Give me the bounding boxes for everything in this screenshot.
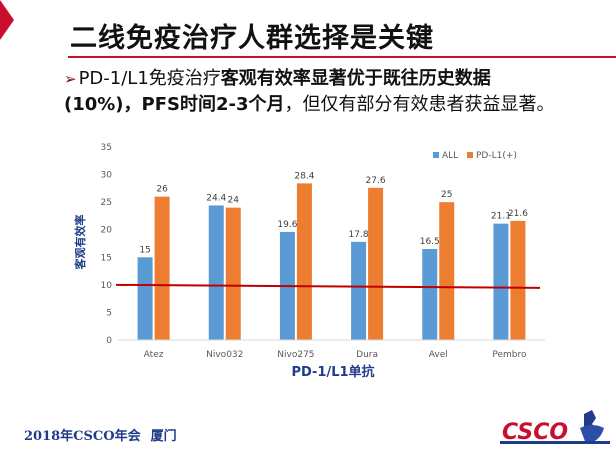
x-category-label: Nivo275 bbox=[277, 350, 314, 360]
data-label-pdl1: 28.4 bbox=[294, 171, 314, 181]
data-label-pdl1: 25 bbox=[441, 190, 452, 200]
reference-line-10pct bbox=[115, 283, 541, 289]
y-tick-label: 25 bbox=[101, 198, 112, 208]
title-underline bbox=[68, 56, 616, 58]
bar-all bbox=[422, 249, 438, 340]
data-label-pdl1: 24 bbox=[228, 196, 240, 206]
legend-label-all: ALL bbox=[442, 151, 458, 161]
data-label-pdl1: 21.6 bbox=[508, 209, 528, 219]
x-axis: Atez Nivo032 Nivo275 Dura Avel Pembro bbox=[144, 350, 527, 360]
y-tick-label: 30 bbox=[101, 171, 113, 181]
y-tick-label: 10 bbox=[101, 281, 113, 291]
bar-all bbox=[208, 205, 224, 340]
x-category-label: Avel bbox=[429, 350, 448, 360]
x-category-label: Pembro bbox=[492, 350, 527, 360]
bullet-point: ➢ PD-1/L1免疫治疗客观有效率显著优于既往历史数据(10%)，PFS时间2-… bbox=[64, 66, 564, 117]
bullet-text-tail: ，但仅有部分有效患者获益显著。 bbox=[284, 94, 555, 115]
bar-pdl1 bbox=[510, 220, 526, 340]
data-label-all: 17.8 bbox=[349, 230, 369, 240]
slide-title: 二线免疫治疗人群选择是关键 bbox=[70, 23, 434, 54]
bar-pdl1 bbox=[154, 196, 170, 340]
corner-chevron-decoration bbox=[0, 0, 14, 40]
y-tick-label: 0 bbox=[106, 336, 112, 346]
bar-pdl1 bbox=[225, 207, 241, 340]
legend-swatch-all bbox=[433, 152, 439, 158]
footer-city: 厦门 bbox=[150, 429, 177, 444]
bars: 15 26 24.4 24 19.6 28.4 17.8 27.6 16.5 25 21.121.6 bbox=[137, 171, 528, 340]
bar-all bbox=[351, 241, 367, 340]
bar-all bbox=[493, 223, 509, 340]
x-category-label: Nivo032 bbox=[206, 350, 243, 360]
y-tick-label: 15 bbox=[101, 253, 112, 263]
data-label-all: 24.4 bbox=[206, 193, 226, 203]
x-category-label: Dura bbox=[356, 350, 378, 360]
data-label-all: 16.5 bbox=[420, 237, 440, 247]
bar-pdl1 bbox=[296, 183, 312, 340]
csco-logo-text: CSCO bbox=[502, 420, 568, 445]
legend-label-pdl1: PD-L1(+) bbox=[476, 151, 517, 161]
y-tick-label: 35 bbox=[101, 143, 112, 153]
x-axis-title: PD-1/L1单抗 bbox=[291, 364, 374, 380]
bullet-text-normal: PD-1/L1免疫治疗 bbox=[78, 68, 221, 89]
y-axis-title: 客观有效率 bbox=[73, 215, 87, 271]
y-tick-label: 5 bbox=[106, 308, 112, 318]
data-label-all: 15 bbox=[139, 245, 150, 255]
data-label-all: 21.1 bbox=[491, 212, 511, 222]
data-label-pdl1: 27.6 bbox=[366, 176, 386, 186]
bullet-text-bold: 客观有效率显著优于既往历史数据(10%)，PFS时间2-3个月 bbox=[64, 68, 491, 115]
data-label-pdl1: 26 bbox=[156, 185, 168, 195]
footer-conference: 2018年CSCO年会 厦门 bbox=[24, 425, 177, 444]
bullet-arrow-icon: ➢ bbox=[64, 70, 77, 88]
bar-all bbox=[137, 257, 153, 340]
data-label-all: 19.6 bbox=[277, 220, 297, 230]
legend-swatch-pdl1 bbox=[467, 152, 473, 158]
footer-event: 2018年CSCO年会 bbox=[24, 429, 141, 444]
bar-pdl1 bbox=[368, 187, 384, 340]
y-axis: 0 5 10 15 20 25 30 35 bbox=[101, 143, 113, 346]
legend: ALL PD-L1(+) bbox=[433, 151, 517, 161]
bar-pdl1 bbox=[439, 202, 455, 340]
x-category-label: Atez bbox=[144, 350, 164, 360]
y-tick-label: 20 bbox=[101, 226, 113, 236]
csco-logo: CSCO bbox=[500, 410, 610, 445]
